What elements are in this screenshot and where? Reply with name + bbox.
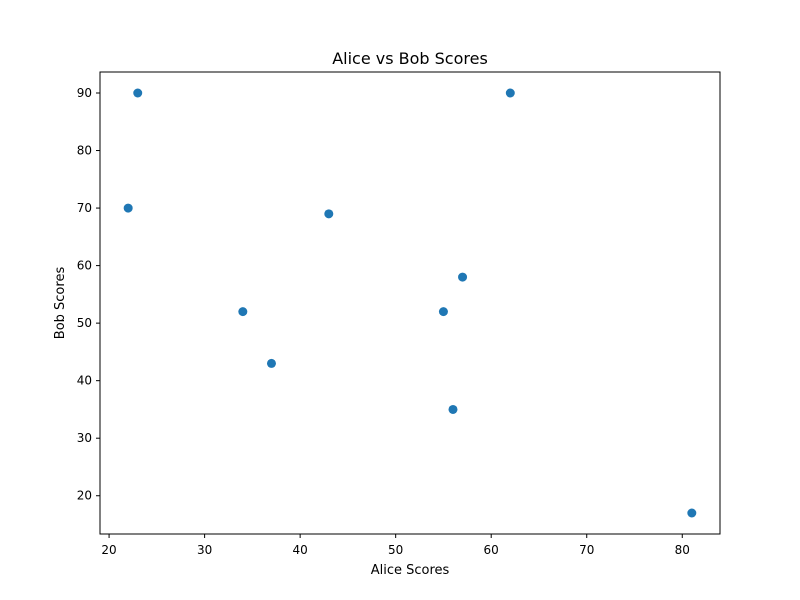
scatter-point (448, 404, 458, 414)
y-axis-label: Bob Scores (53, 267, 68, 340)
x-tick-label: 20 (101, 543, 116, 557)
plot-frame (99, 71, 721, 535)
x-tick-label: 80 (675, 543, 690, 557)
x-axis-ticks: 20 30 40 50 60 70 80 (101, 534, 690, 557)
x-axis-label: Alice Scores (371, 563, 450, 578)
x-tick-label: 30 (197, 543, 212, 557)
scatter-point (133, 88, 143, 98)
y-tick-label: 60 (77, 259, 92, 273)
x-tick-label: 50 (388, 543, 403, 557)
y-tick-label: 70 (77, 201, 92, 215)
y-tick-label: 80 (77, 144, 92, 158)
y-tick-label: 20 (77, 489, 92, 503)
y-tick-label: 30 (77, 431, 92, 445)
data-points (123, 88, 697, 518)
scatter-point (123, 203, 133, 213)
plot-area (100, 72, 720, 534)
scatter-point (458, 272, 468, 282)
scatter-point (505, 88, 515, 98)
y-tick-label: 90 (77, 86, 92, 100)
y-tick-label: 40 (77, 374, 92, 388)
scatter-point (238, 307, 248, 317)
x-tick-label: 60 (484, 543, 499, 557)
scatter-point (687, 508, 697, 518)
scatter-point (324, 209, 334, 219)
x-tick-label: 70 (579, 543, 594, 557)
y-tick-label: 50 (77, 316, 92, 330)
scatter-point (266, 358, 276, 368)
scatter-point (438, 307, 448, 317)
y-axis-ticks: 20 30 40 50 60 70 80 90 (77, 86, 100, 503)
x-tick-label: 40 (292, 543, 307, 557)
chart-title: Alice vs Bob Scores (332, 49, 488, 68)
